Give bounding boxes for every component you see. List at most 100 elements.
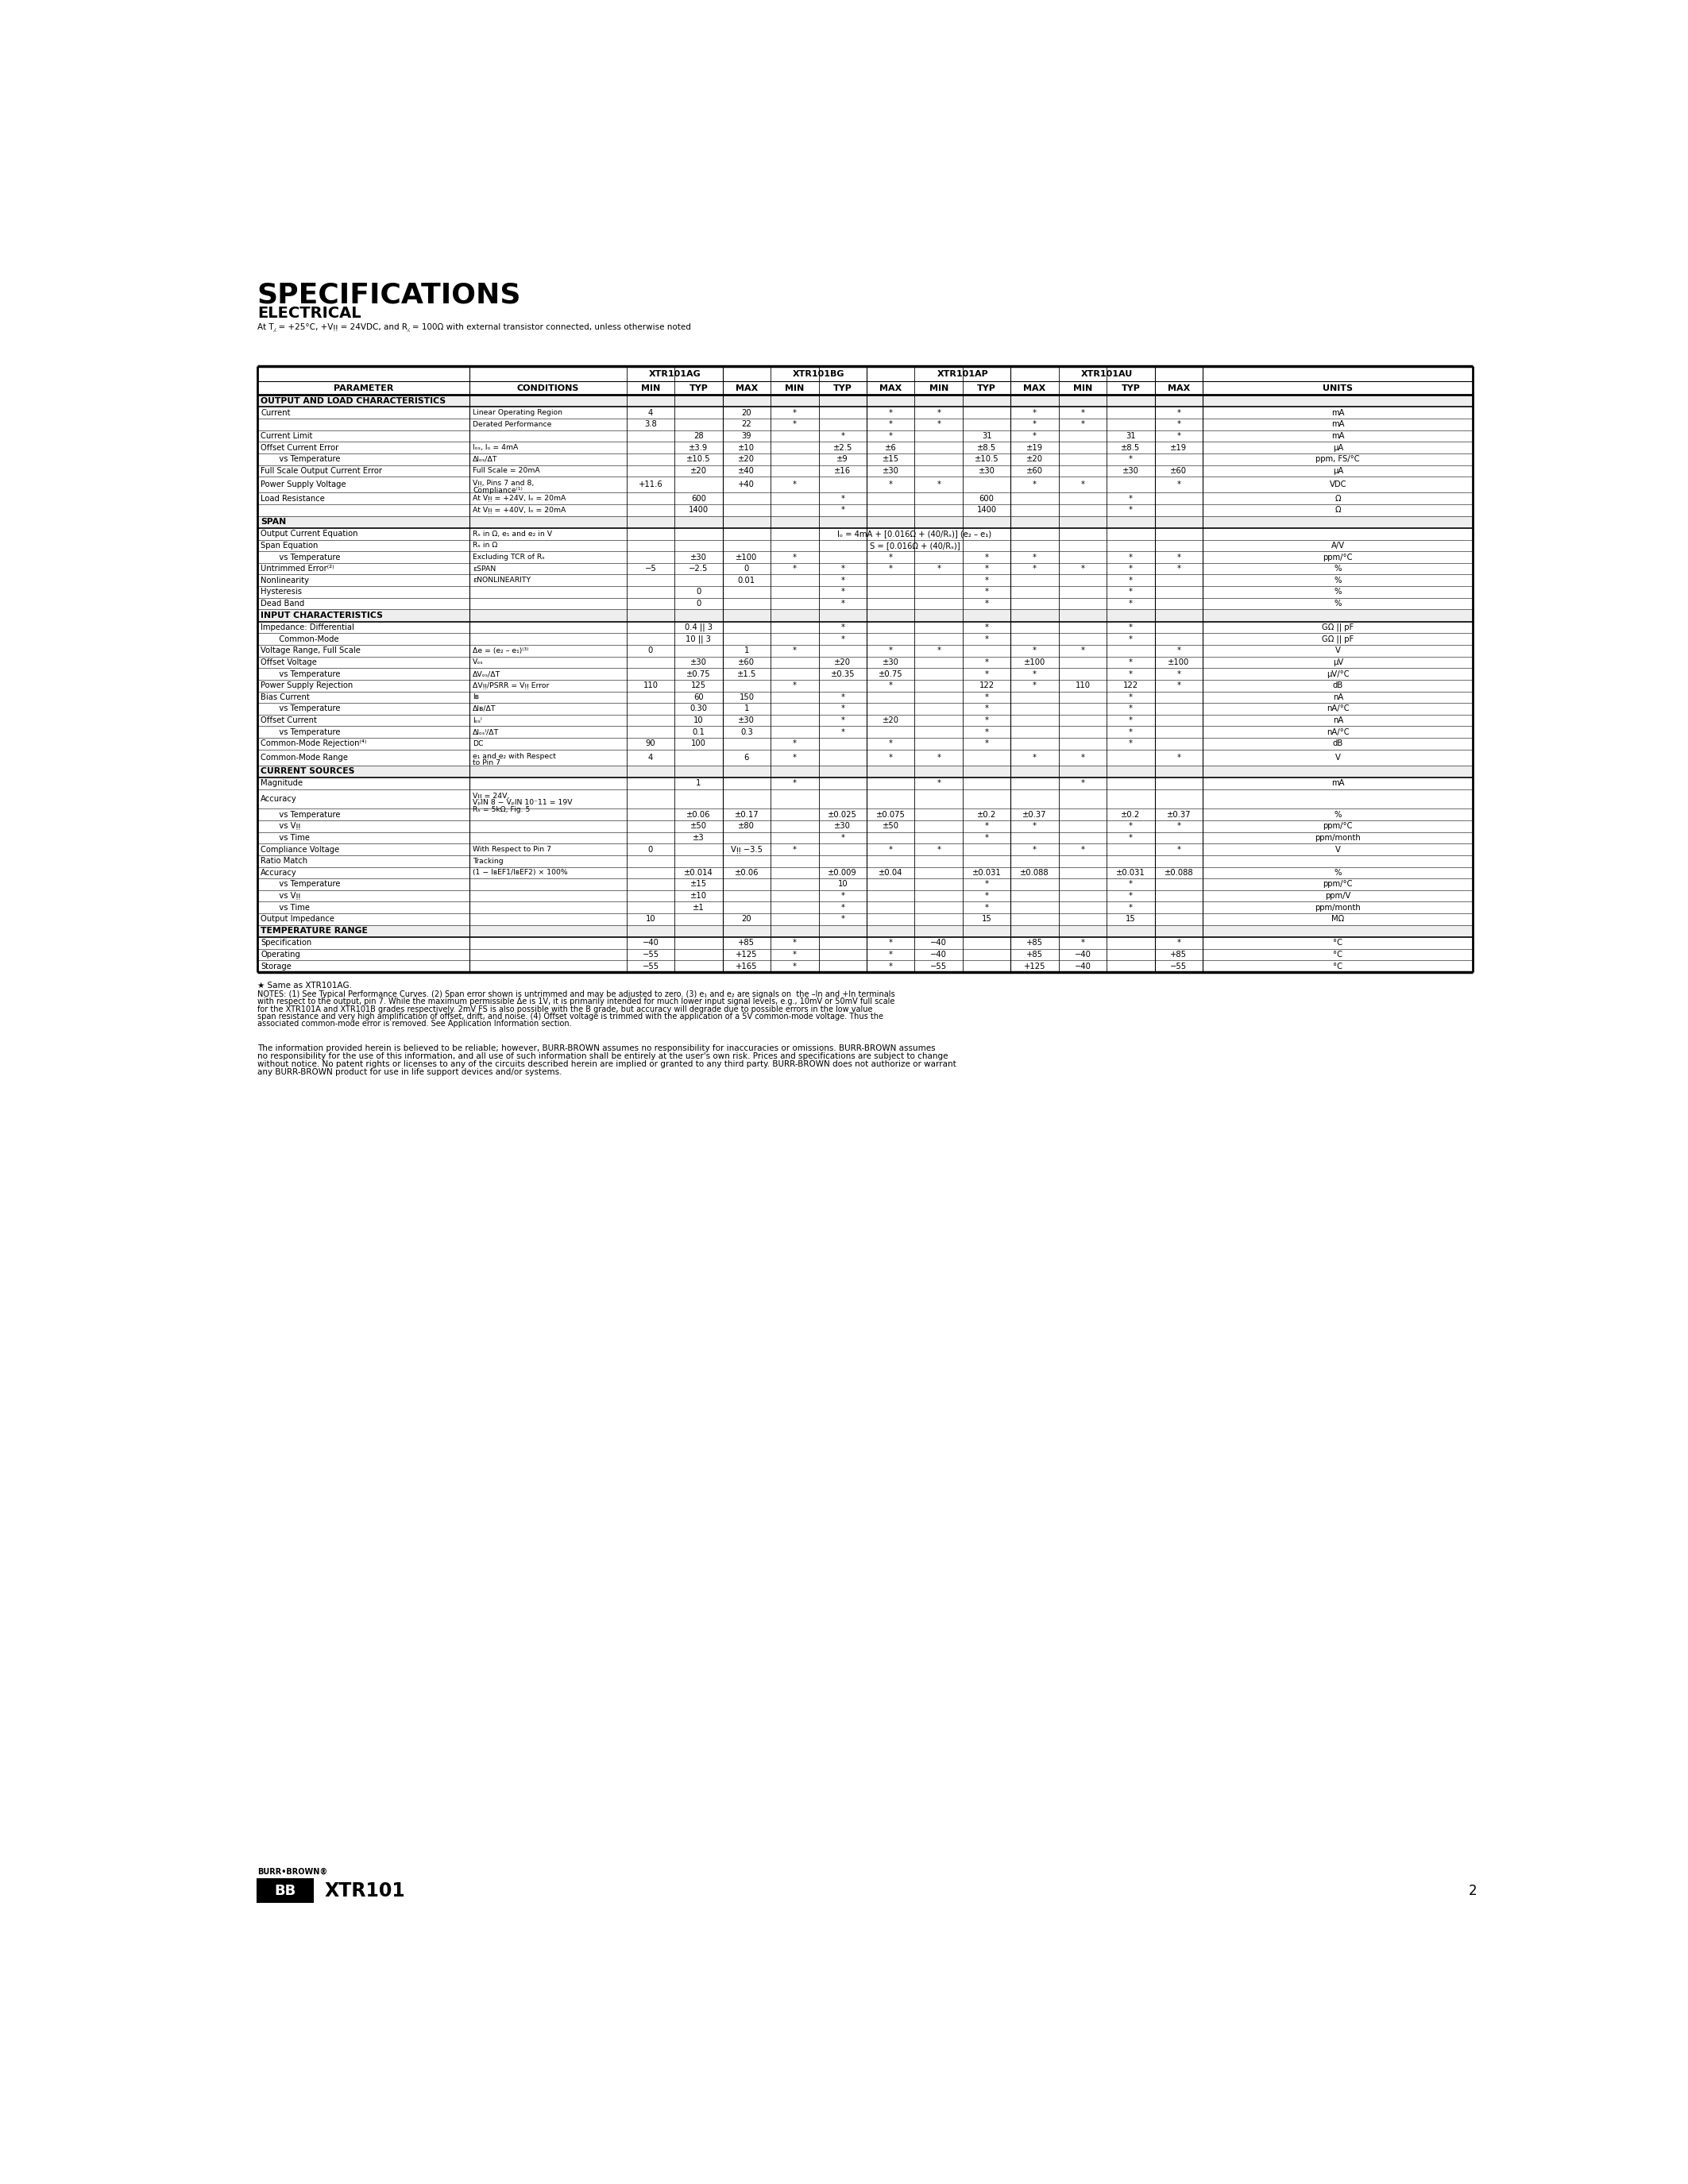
Text: Power Supply Voltage: Power Supply Voltage (262, 480, 346, 489)
Text: 1: 1 (744, 646, 749, 655)
Text: *: * (888, 566, 893, 572)
Text: ±19: ±19 (1170, 443, 1187, 452)
Text: Load Resistance: Load Resistance (262, 494, 326, 502)
Text: ΔIʙ/ΔT: ΔIʙ/ΔT (473, 705, 496, 712)
Text: vs Time: vs Time (272, 834, 311, 841)
Text: At T⁁ = +25°C, +Vᴉᴉ = 24VDC, and R⁁ = 100Ω with external transistor connected, u: At T⁁ = +25°C, +Vᴉᴉ = 24VDC, and R⁁ = 10… (257, 323, 690, 332)
Text: *: * (1129, 553, 1133, 561)
Text: *: * (984, 587, 989, 596)
Text: *: * (1080, 939, 1085, 948)
Text: 0.30: 0.30 (690, 705, 707, 712)
Text: ±8.5: ±8.5 (1121, 443, 1141, 452)
Text: ±0.06: ±0.06 (734, 869, 758, 876)
Text: TYP: TYP (977, 384, 996, 391)
Text: 20: 20 (741, 915, 751, 924)
Text: *: * (1033, 566, 1036, 572)
Text: %: % (1334, 587, 1342, 596)
Text: MAX: MAX (879, 384, 901, 391)
Text: CURRENT SOURCES: CURRENT SOURCES (262, 767, 354, 775)
Text: *: * (1177, 480, 1180, 489)
Text: Iʙ: Iʙ (473, 695, 479, 701)
Text: *: * (1129, 507, 1133, 513)
Text: Span Equation: Span Equation (262, 542, 319, 550)
Text: 4: 4 (648, 408, 653, 417)
Text: *: * (984, 740, 989, 747)
Text: *: * (1129, 727, 1133, 736)
Text: 110: 110 (643, 681, 658, 690)
Text: dB: dB (1332, 740, 1344, 747)
Text: *: * (793, 740, 797, 747)
Text: %: % (1334, 577, 1342, 585)
Text: Output Impedance: Output Impedance (262, 915, 334, 924)
Text: ±0.088: ±0.088 (1165, 869, 1193, 876)
Text: ±3.9: ±3.9 (689, 443, 709, 452)
Text: XTR101AP: XTR101AP (937, 369, 989, 378)
Text: Storage: Storage (262, 963, 292, 970)
Text: MAX: MAX (1023, 384, 1047, 391)
Text: *: * (793, 845, 797, 854)
Text: vs Temperature: vs Temperature (272, 727, 341, 736)
Text: *: * (888, 950, 893, 959)
Text: 31: 31 (1126, 432, 1136, 439)
Text: *: * (793, 950, 797, 959)
Text: ±8.5: ±8.5 (977, 443, 996, 452)
Text: *: * (793, 963, 797, 970)
Text: εSPAN: εSPAN (473, 566, 496, 572)
Text: *: * (1033, 432, 1036, 439)
Text: *: * (984, 636, 989, 642)
Text: Common-Mode: Common-Mode (272, 636, 339, 642)
Text: ΔIₒₛᴵ/ΔT: ΔIₒₛᴵ/ΔT (473, 729, 500, 736)
Text: −55: −55 (641, 963, 658, 970)
Text: Rₛ = 5kΩ, Fig. 5: Rₛ = 5kΩ, Fig. 5 (473, 806, 530, 812)
Text: *: * (793, 422, 797, 428)
Text: %: % (1334, 810, 1342, 819)
Text: *: * (1177, 753, 1180, 762)
Text: any BURR-BROWN product for use in life support devices and/or systems.: any BURR-BROWN product for use in life s… (257, 1068, 562, 1077)
Text: 60: 60 (694, 692, 704, 701)
Text: XTR101AU: XTR101AU (1080, 369, 1133, 378)
Text: *: * (1129, 670, 1133, 677)
Text: TYP: TYP (1121, 384, 1139, 391)
Text: ELECTRICAL: ELECTRICAL (257, 306, 361, 321)
Text: ±30: ±30 (738, 716, 755, 725)
Text: +125: +125 (736, 950, 758, 959)
Text: no responsibility for the use of this information, and all use of such informati: no responsibility for the use of this in… (257, 1053, 949, 1059)
Text: +85: +85 (1170, 950, 1187, 959)
Text: ±0.014: ±0.014 (684, 869, 712, 876)
Text: *: * (793, 780, 797, 788)
Text: nA/°C: nA/°C (1327, 705, 1349, 712)
Text: Derated Performance: Derated Performance (473, 422, 552, 428)
Text: ±0.35: ±0.35 (830, 670, 854, 677)
Text: ±3: ±3 (692, 834, 704, 841)
Text: MAX: MAX (1168, 384, 1190, 391)
Text: *: * (1129, 880, 1133, 889)
Text: ΔVᴉᴉ/PSRR = Vᴉᴉ Error: ΔVᴉᴉ/PSRR = Vᴉᴉ Error (473, 681, 549, 690)
Text: Ω: Ω (1335, 494, 1340, 502)
Text: 150: 150 (739, 692, 755, 701)
Text: *: * (984, 834, 989, 841)
Text: 600: 600 (979, 494, 994, 502)
Text: +125: +125 (1025, 963, 1045, 970)
Text: VₚIN 8 − VₚIN 10⁻11 = 19V: VₚIN 8 − VₚIN 10⁻11 = 19V (473, 799, 572, 806)
Text: *: * (937, 780, 940, 788)
Text: vs Time: vs Time (272, 904, 311, 911)
Bar (257, 1878, 312, 1902)
Text: Tracking: Tracking (473, 858, 503, 865)
Text: Rₛ in Ω: Rₛ in Ω (473, 542, 498, 548)
Text: MΩ: MΩ (1332, 915, 1344, 924)
Text: 15: 15 (982, 915, 993, 924)
Text: *: * (793, 939, 797, 948)
Text: Offset Current Error: Offset Current Error (262, 443, 339, 452)
Text: Vᴉᴉ −3.5: Vᴉᴉ −3.5 (731, 845, 763, 854)
Text: MIN: MIN (928, 384, 949, 391)
Text: *: * (984, 880, 989, 889)
Text: Dead Band: Dead Band (262, 601, 306, 607)
Text: Ω: Ω (1335, 507, 1340, 513)
Text: ±80: ±80 (738, 821, 755, 830)
Text: 0.01: 0.01 (738, 577, 756, 585)
Text: MIN: MIN (1074, 384, 1092, 391)
Text: Impedance: Differential: Impedance: Differential (262, 622, 354, 631)
Text: −40: −40 (1075, 950, 1090, 959)
Text: At Vᴉᴉ = +24V, Iₒ = 20mA: At Vᴉᴉ = +24V, Iₒ = 20mA (473, 496, 565, 502)
Text: ±19: ±19 (1026, 443, 1043, 452)
